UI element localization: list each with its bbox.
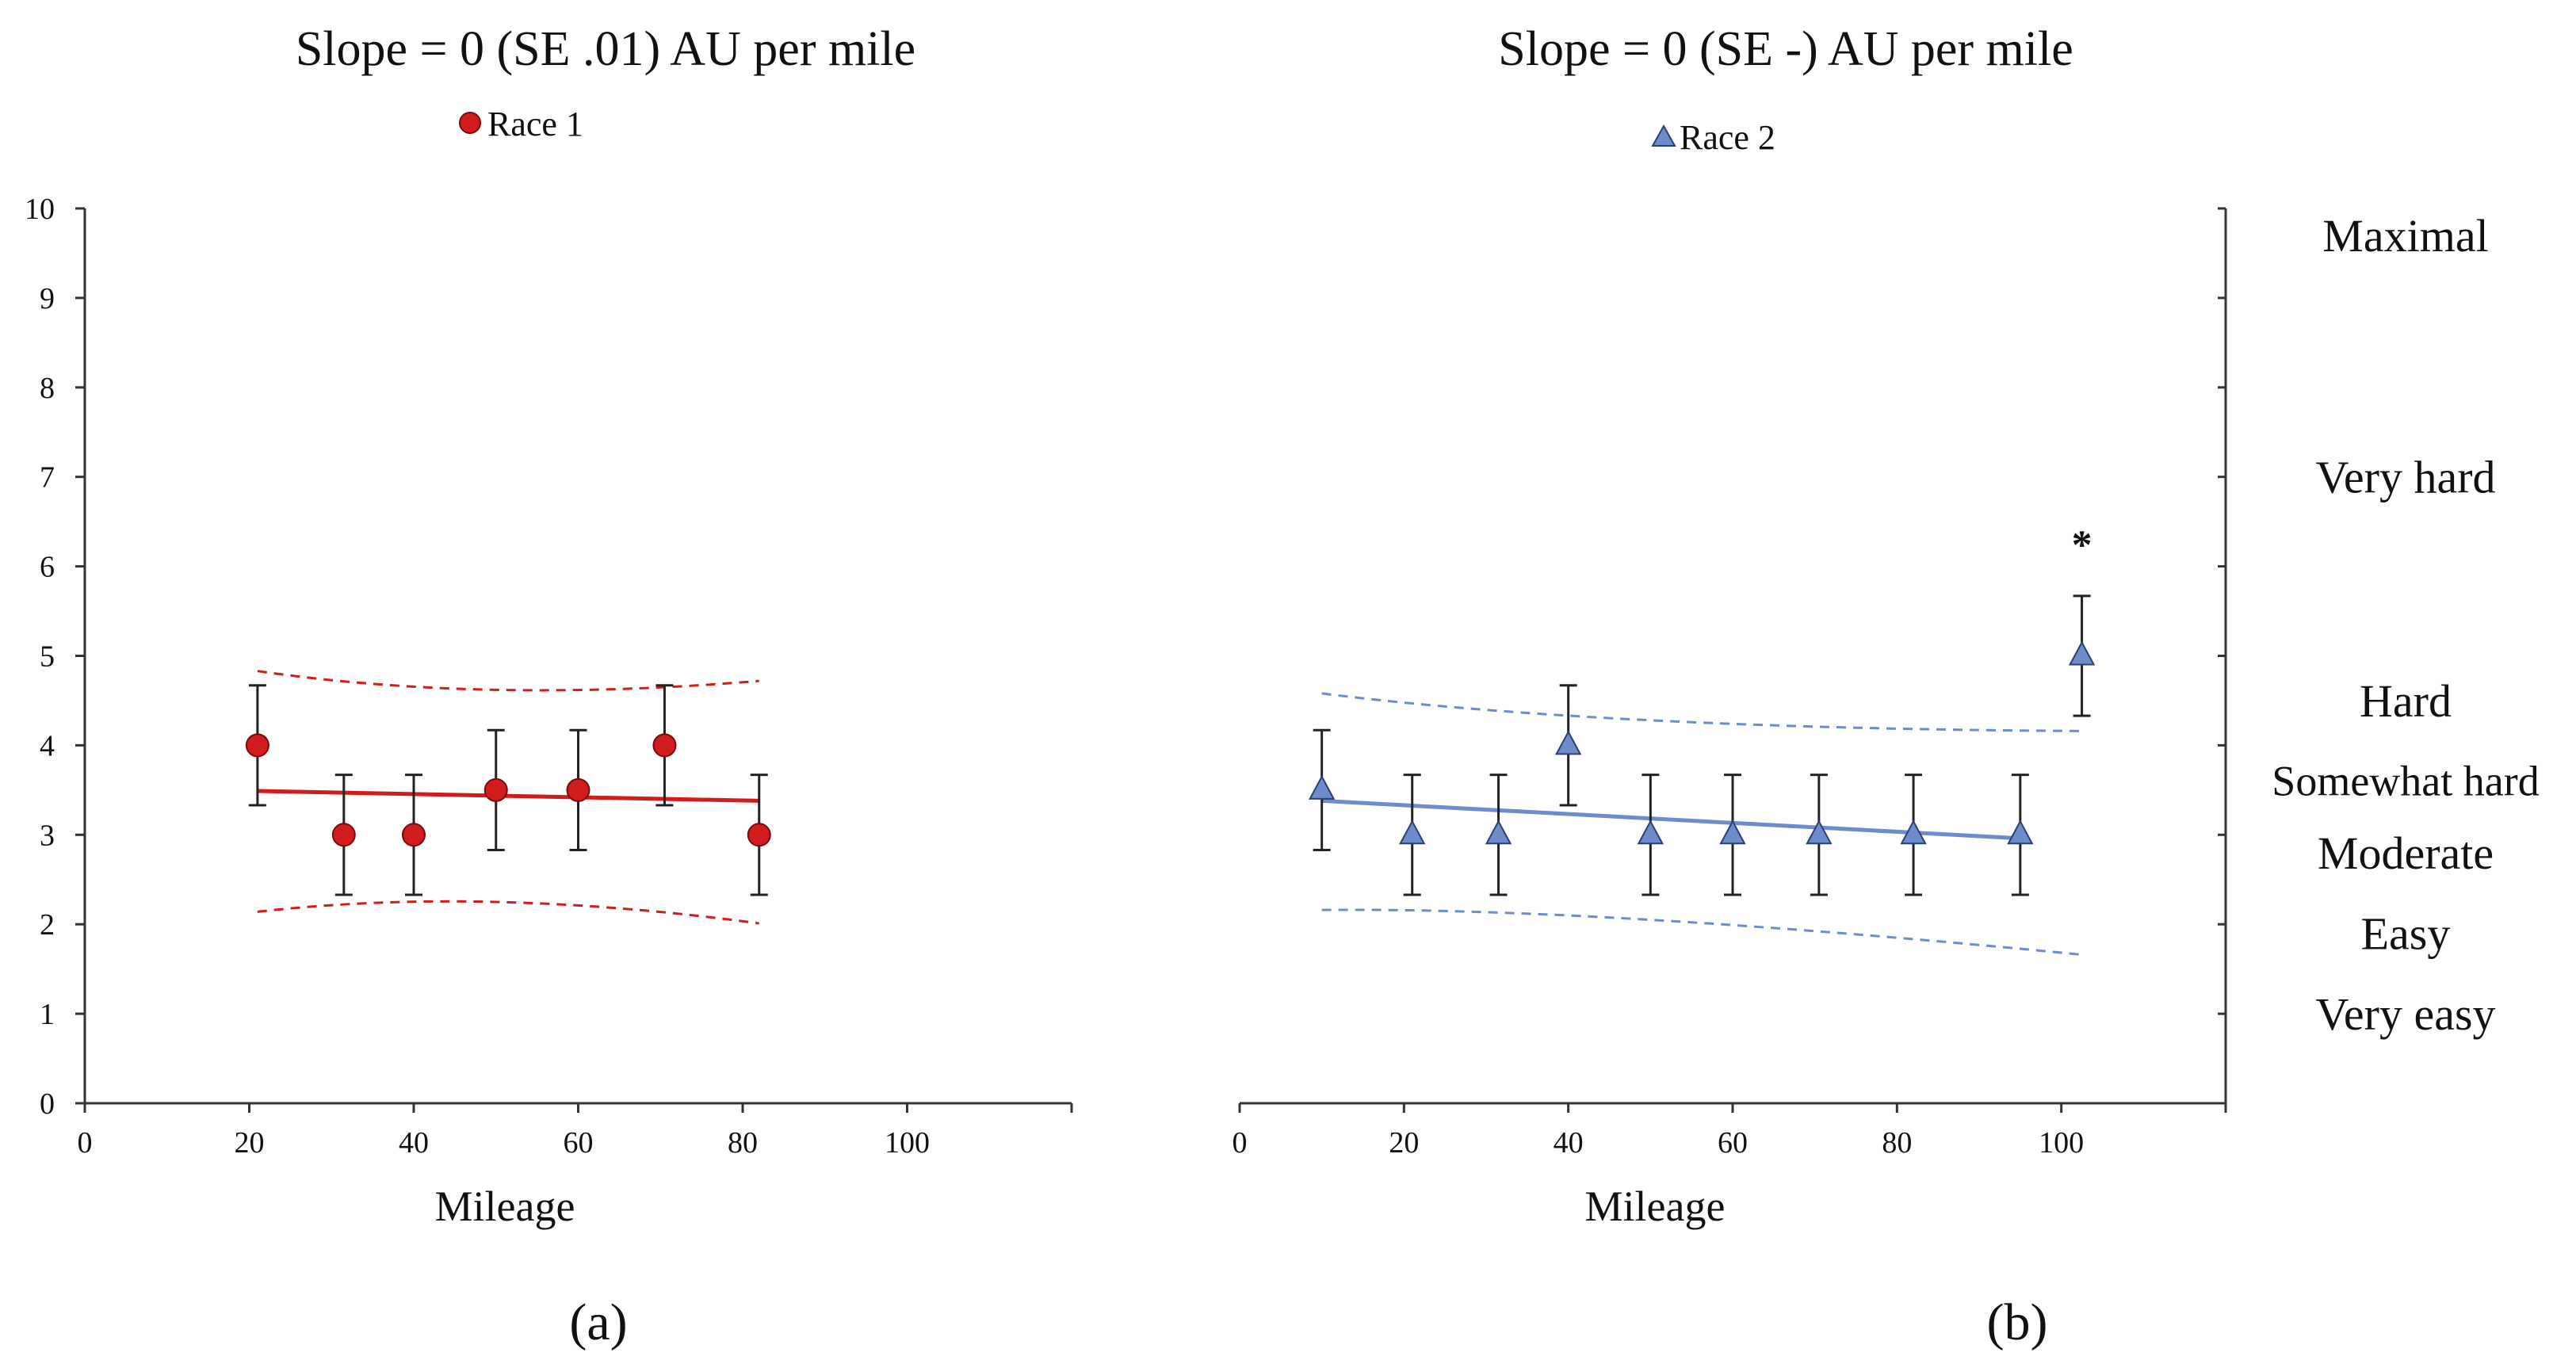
panel-a-y-tick-label: 6 xyxy=(40,551,55,584)
panel-a-x-tick-label: 40 xyxy=(399,1126,429,1160)
rpe-label: Hard xyxy=(2360,675,2452,727)
panel-b-x-tick-label: 0 xyxy=(1233,1126,1248,1160)
legend-label-race-2: Race 2 xyxy=(1680,118,1775,157)
panel-b-x-tick-label: 60 xyxy=(1718,1126,1748,1160)
panel-b-fit-line xyxy=(1321,798,2020,841)
panel-b-x-tick-label: 100 xyxy=(2039,1126,2084,1160)
legend-marker-race-2 xyxy=(1651,124,1676,147)
rpe-label: Maximal xyxy=(2322,210,2488,262)
panel-a-y-tick-label: 1 xyxy=(40,998,55,1031)
panel-a: Slope = 0 (SE .01) AU per mile Race 1 0 2… xyxy=(25,22,1073,1351)
panel-b-plot: 0 20 40 60 80 100 * xyxy=(1233,207,2227,1160)
panel-b-data-point xyxy=(1637,820,1664,845)
panel-a-y-tick-label: 4 xyxy=(40,729,55,762)
panel-a-fit-line xyxy=(257,789,759,803)
panel-a-x-tick-label: 80 xyxy=(728,1126,758,1160)
panel-b-label: (b) xyxy=(1987,1293,2048,1351)
panel-b-data-point xyxy=(1485,820,1512,845)
panel-a-ci-upper xyxy=(257,670,759,692)
panel-a-data-point xyxy=(245,733,269,758)
panel-b-data-point xyxy=(1806,820,1833,845)
panel-a-data-point xyxy=(331,823,356,847)
panel-a-data-point xyxy=(402,823,426,847)
panel-b: Slope = 0 (SE -) AU per mile Race 2 0 20 4… xyxy=(1233,22,2540,1351)
rpe-label: Very easy xyxy=(2315,988,2495,1040)
panel-a-y-tick-label: 2 xyxy=(40,908,55,942)
panel-b-data-point xyxy=(1399,820,1426,845)
rpe-label: Very hard xyxy=(2315,452,2495,503)
legend-race-2: Race 2 xyxy=(1651,118,1775,157)
panel-a-label: (a) xyxy=(569,1293,627,1351)
legend-label-race-1: Race 1 xyxy=(487,105,583,143)
panel-b-ci-lower xyxy=(1321,908,2082,957)
rpe-scale: Maximal Very hard Hard Somewhat hard Moderat… xyxy=(2272,210,2539,1040)
panel-a-y-tick-label: 3 xyxy=(40,819,55,852)
panel-b-significance-marker: * xyxy=(2072,523,2093,568)
rpe-label: Moderate xyxy=(2318,827,2494,879)
panel-a-y-tick-label: 10 xyxy=(25,193,55,226)
panel-a-data-point xyxy=(747,823,771,847)
legend-race-1: Race 1 xyxy=(459,105,583,143)
panel-b-title: Slope = 0 (SE -) AU per mile xyxy=(1498,22,2073,76)
panel-a-data-point xyxy=(652,733,677,758)
panel-a-x-tick-label: 100 xyxy=(885,1126,930,1160)
panel-a-x-tick-label: 20 xyxy=(235,1126,265,1160)
panel-b-data-point xyxy=(1719,820,1746,845)
panel-a-plot: 0 20 40 60 80 100 0 1 2 3 4 5 6 7 8 9 10 xyxy=(25,193,1073,1160)
panel-a-ci-lower xyxy=(257,900,759,925)
panel-a-y-tick-label: 8 xyxy=(40,372,55,405)
rpe-label: Easy xyxy=(2361,907,2451,959)
panel-a-y-tick-label: 5 xyxy=(40,640,55,674)
panel-b-xlabel: Mileage xyxy=(1585,1183,1726,1230)
panel-a-data-point xyxy=(483,778,508,802)
panel-b-data-point xyxy=(1900,820,1927,845)
legend-marker-race-1 xyxy=(459,112,481,134)
rpe-label: Somewhat hard xyxy=(2272,758,2539,805)
panel-b-data-point xyxy=(1308,774,1336,800)
panel-b-ci-upper xyxy=(1321,692,2082,732)
panel-a-xlabel: Mileage xyxy=(435,1183,575,1230)
panel-a-y-tick-label: 9 xyxy=(40,282,55,315)
panel-b-x-tick-label: 80 xyxy=(1882,1126,1912,1160)
panel-a-y-tick-label: 7 xyxy=(40,461,55,495)
panel-a-x-tick-label: 0 xyxy=(78,1126,93,1160)
panel-b-data-point xyxy=(2068,640,2096,666)
panel-b-data-point xyxy=(1554,730,1582,755)
panel-a-title: Slope = 0 (SE .01) AU per mile xyxy=(296,22,915,76)
panel-a-data-point xyxy=(566,778,590,802)
panel-b-x-tick-label: 40 xyxy=(1554,1126,1584,1160)
panel-a-x-tick-label: 60 xyxy=(564,1126,594,1160)
panel-b-x-tick-label: 20 xyxy=(1389,1126,1419,1160)
panel-b-data-point xyxy=(2007,820,2034,845)
panel-a-y-tick-label: 0 xyxy=(40,1087,55,1121)
